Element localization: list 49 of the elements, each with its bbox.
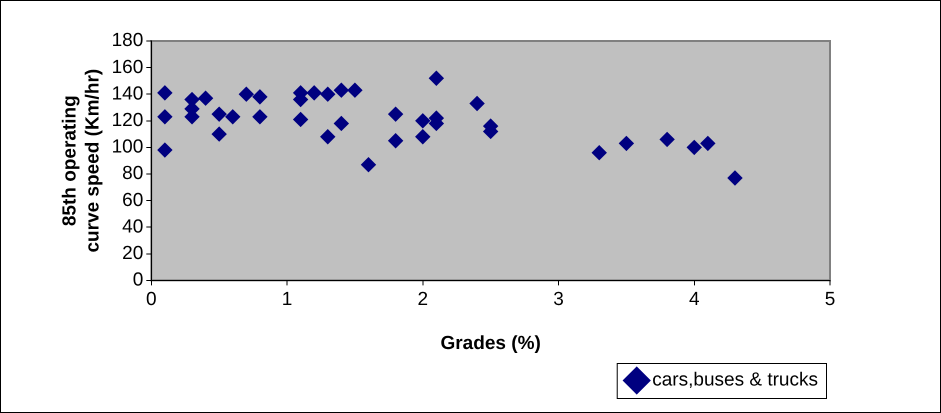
- x-tick-label: 0: [146, 289, 157, 310]
- x-tick-label: 3: [553, 289, 564, 310]
- point: [334, 82, 349, 98]
- y-axis-title: 85th operating curve speed (Km/hr): [60, 68, 104, 253]
- x-tick-label: 4: [688, 289, 700, 310]
- point: [415, 129, 430, 144]
- point: [293, 112, 308, 127]
- point: [212, 106, 227, 122]
- point: [727, 170, 742, 186]
- point: [686, 140, 702, 155]
- x-tick-label: 1: [282, 289, 292, 310]
- y-tick-label: 140: [112, 83, 144, 104]
- point: [388, 133, 404, 148]
- y-tick-label: 40: [122, 216, 144, 238]
- x-axis-title: Grades (%): [440, 332, 541, 354]
- y-tick-label: 100: [112, 136, 144, 158]
- point: [388, 106, 404, 122]
- y-tick-label: 0: [132, 270, 144, 291]
- point: [252, 89, 268, 104]
- point: [225, 109, 240, 124]
- point: [334, 116, 349, 131]
- x-tick-label: 2: [417, 289, 428, 310]
- point: [306, 85, 322, 100]
- x-tick-label: 5: [824, 289, 836, 310]
- point: [212, 126, 227, 142]
- point: [157, 142, 172, 158]
- y-tick-label: 20: [122, 243, 144, 264]
- legend-label: cars,buses & trucks: [652, 370, 818, 391]
- point: [157, 109, 172, 124]
- point: [157, 85, 172, 100]
- point: [252, 109, 268, 124]
- point: [360, 157, 376, 172]
- point: [700, 136, 716, 151]
- point: [198, 90, 214, 106]
- point: [320, 86, 336, 102]
- point: [428, 70, 444, 86]
- point: [347, 82, 362, 98]
- point: [470, 96, 485, 112]
- point: [238, 86, 254, 102]
- y-tick-label: 160: [112, 56, 144, 78]
- point: [660, 132, 675, 147]
- y-tick-label: 60: [122, 190, 144, 211]
- y-tick-label: 80: [122, 163, 144, 184]
- y-tick-label: 180: [112, 30, 144, 52]
- point: [618, 136, 634, 151]
- point: [415, 113, 430, 128]
- point: [592, 145, 607, 160]
- y-tick-label: 120: [112, 110, 144, 132]
- point: [320, 129, 336, 144]
